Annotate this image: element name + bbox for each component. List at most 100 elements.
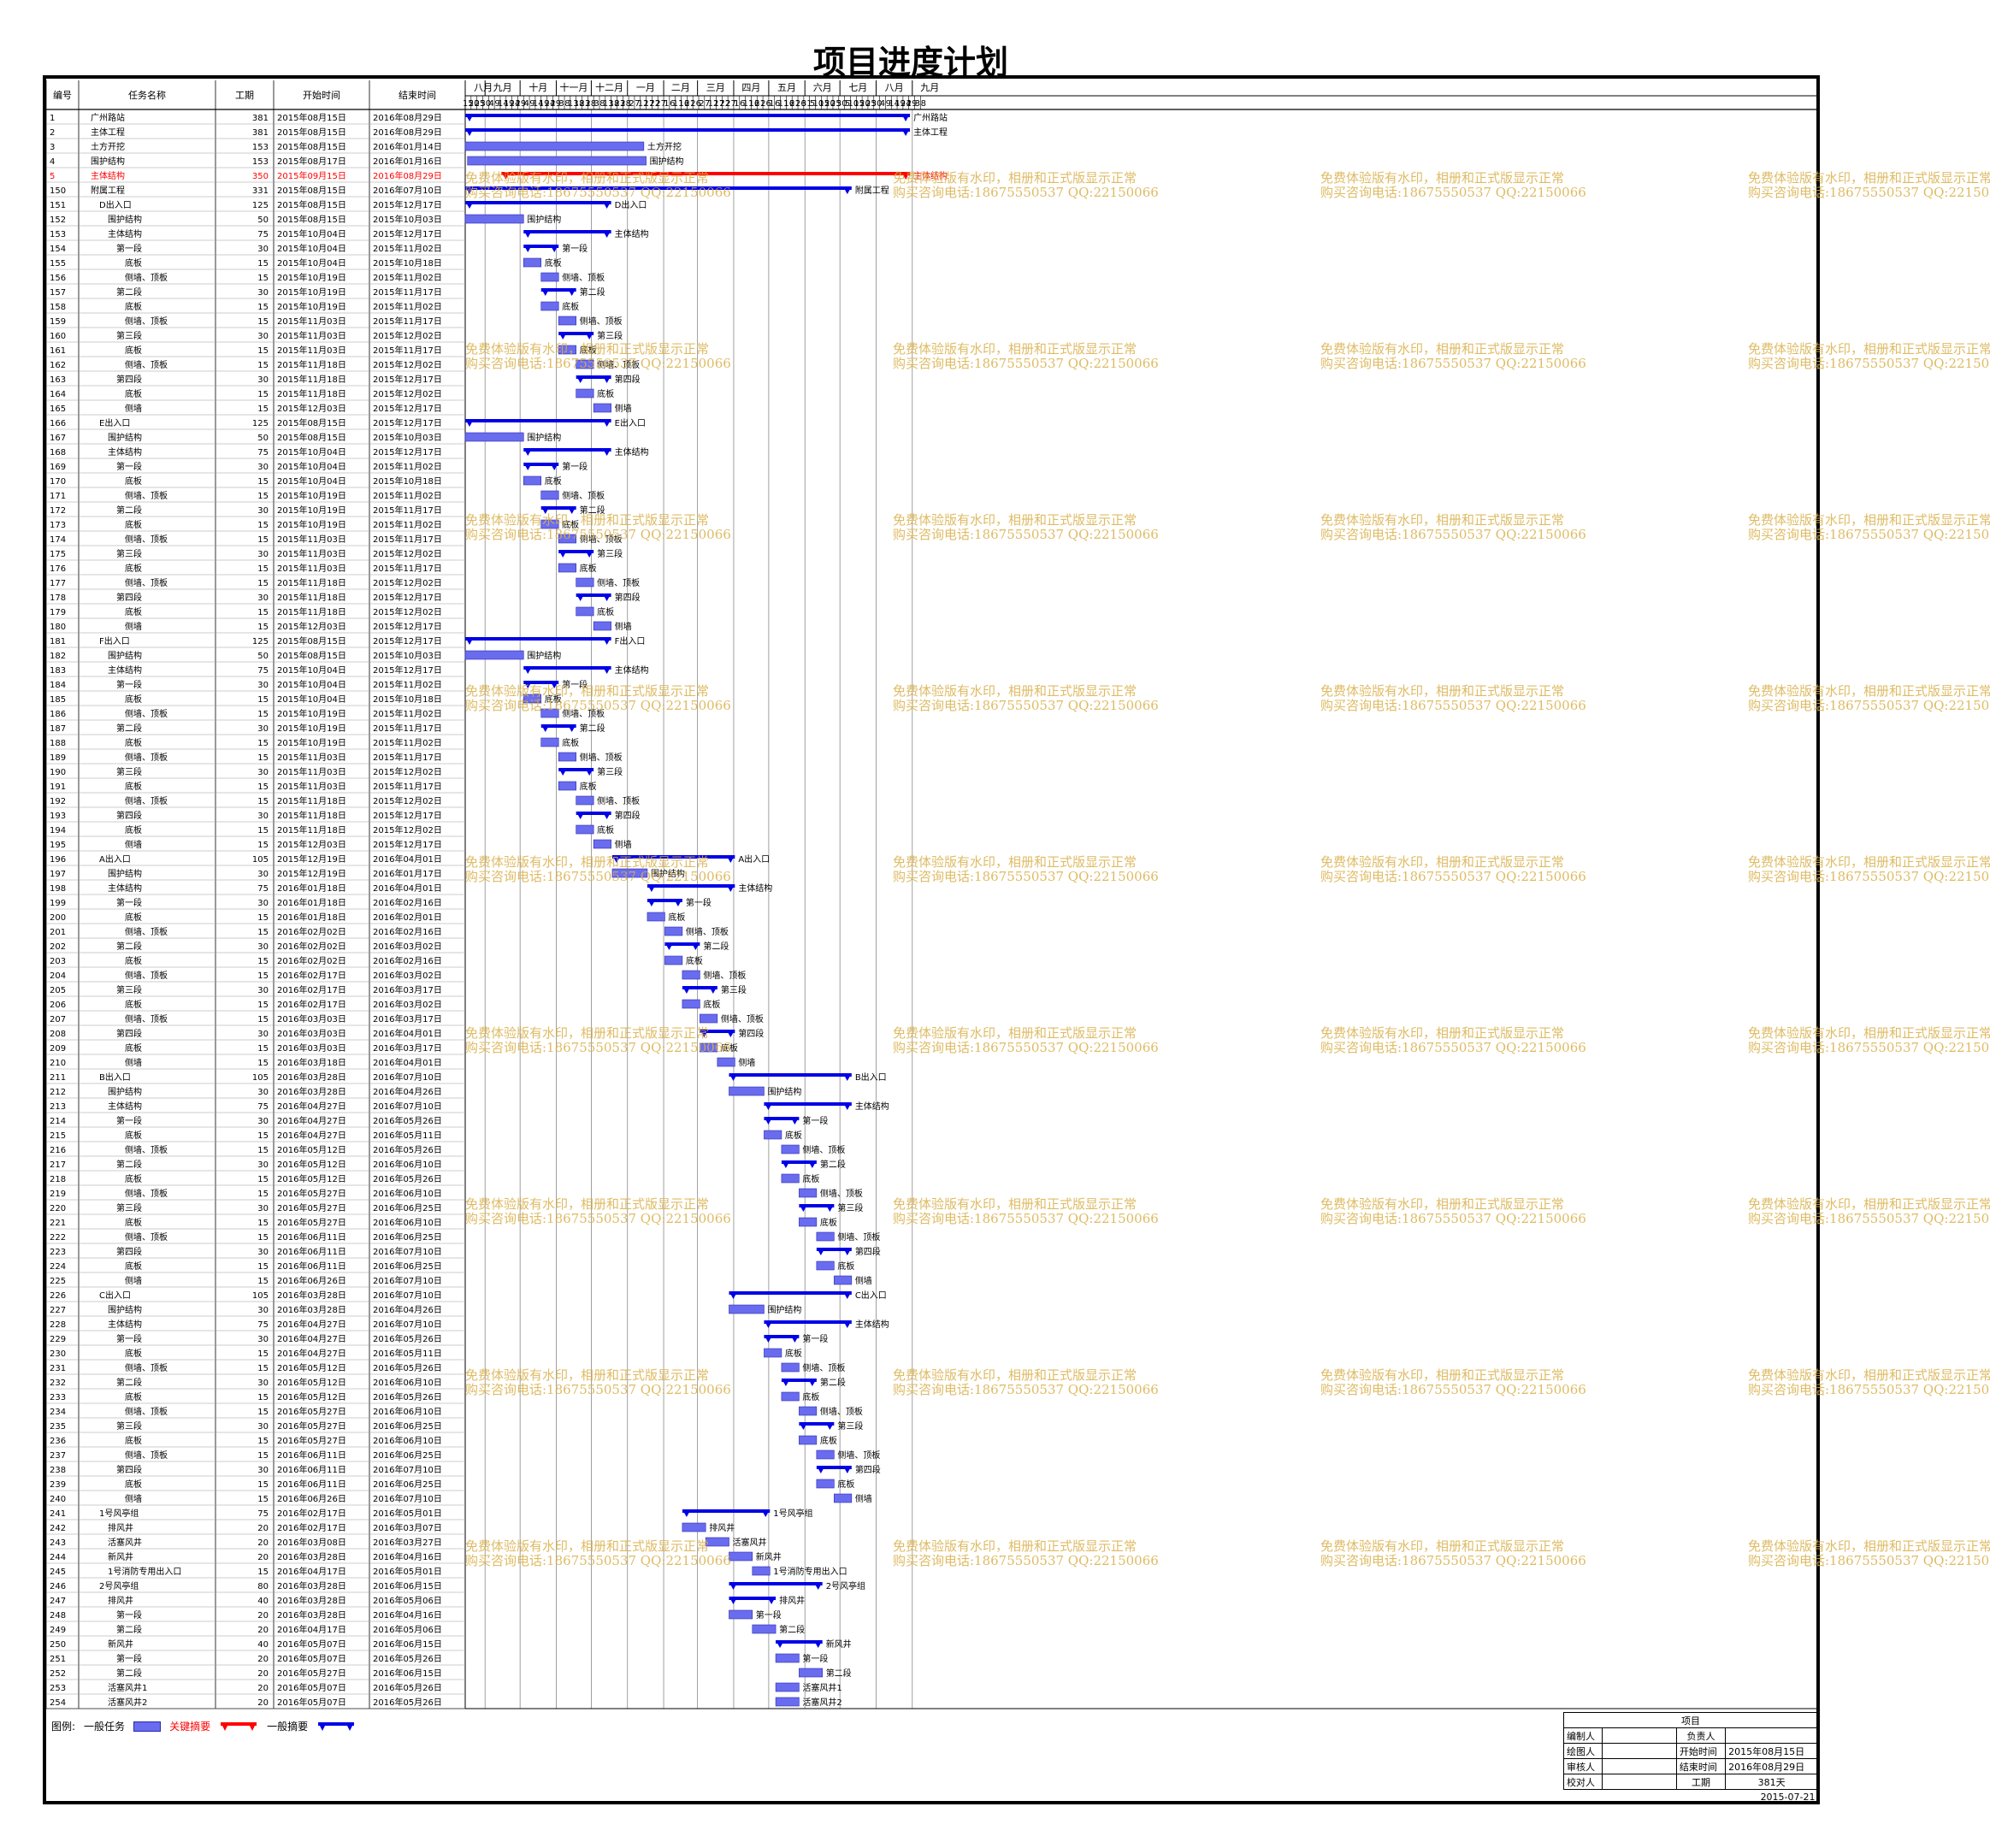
task-start: 2016年03月28日	[277, 1609, 346, 1621]
tb-label: 开始时间	[1675, 1743, 1727, 1759]
task-end: 2015年11月17日	[373, 752, 442, 763]
tb-label: 校对人	[1563, 1774, 1603, 1790]
task-end: 2015年12月17日	[373, 621, 442, 632]
task-start: 2016年05月12日	[277, 1159, 346, 1170]
month-label: 一月	[636, 82, 655, 93]
summary-bar	[465, 201, 611, 204]
bar-label: 主体结构	[855, 1319, 889, 1330]
day-label: 21	[789, 99, 800, 109]
bar-label: 底板	[703, 999, 720, 1010]
bar-label: 底板	[580, 563, 597, 574]
task-duration: 15	[257, 841, 269, 850]
task-end: 2016年07月10日	[373, 1101, 442, 1112]
task-id: 168	[50, 448, 66, 458]
bar-label: 2号风亭组	[826, 1580, 865, 1591]
task-start: 2015年10月19日	[277, 737, 346, 748]
task-start: 2016年02月17日	[277, 970, 346, 981]
task-end: 2016年05月06日	[373, 1595, 442, 1606]
task-duration: 80	[257, 1582, 269, 1591]
tb-value: 381天	[1725, 1774, 1818, 1790]
task-end: 2016年03月27日	[373, 1537, 442, 1548]
task-name: 活塞风井2	[108, 1697, 147, 1708]
task-id: 233	[50, 1393, 66, 1402]
bar-label: 底板	[562, 519, 579, 530]
task-start: 2015年10月04日	[277, 257, 346, 269]
summary-start-marker	[523, 230, 533, 238]
task-bar	[540, 301, 559, 311]
task-duration: 15	[257, 913, 269, 923]
bar-label: 第二段	[820, 1377, 846, 1388]
task-duration: 20	[257, 1524, 269, 1533]
task-end: 2016年05月11日	[373, 1348, 442, 1359]
task-name: 侧墙、顶板	[125, 1449, 168, 1461]
task-duration: 30	[257, 1248, 269, 1257]
task-name: 排风井	[108, 1522, 133, 1533]
day-label: 26	[795, 99, 806, 109]
day-label: 19	[895, 99, 906, 109]
day-label: 7	[705, 99, 710, 109]
task-start: 2016年05月07日	[277, 1682, 346, 1693]
summary-end-marker	[602, 201, 611, 209]
task-end: 2016年06月10日	[373, 1217, 442, 1228]
bar-label: 底板	[837, 1479, 854, 1490]
task-bar	[664, 926, 683, 936]
task-bar	[700, 1013, 718, 1024]
task-start: 2015年10月19日	[277, 519, 346, 530]
task-duration: 20	[257, 1626, 269, 1635]
task-start: 2016年03月28日	[277, 1551, 346, 1562]
task-bar	[729, 1304, 765, 1314]
tb-blank	[1601, 1758, 1677, 1774]
bar-label: 排风井	[709, 1522, 735, 1533]
task-name: D出入口	[99, 199, 132, 210]
task-start: 2015年10月19日	[277, 301, 346, 312]
task-duration: 15	[257, 797, 269, 806]
task-name: 围护结构	[108, 868, 142, 879]
task-id: 205	[50, 986, 66, 995]
bar-label: 活塞风井	[732, 1537, 766, 1548]
task-id: 150	[50, 186, 66, 196]
tb-label: 结束时间	[1675, 1758, 1727, 1774]
summary-start-marker	[816, 1466, 825, 1473]
legend-prefix: 图例:	[51, 1721, 76, 1733]
month-label: 九月	[493, 82, 512, 93]
task-end: 2015年11月17日	[373, 345, 442, 356]
column-header: 结束时间	[399, 90, 436, 101]
task-name: 第一段	[116, 679, 142, 690]
summary-start-marker	[764, 1320, 773, 1328]
summary-end-marker	[842, 1291, 852, 1299]
task-end: 2016年08月29日	[373, 112, 442, 123]
task-end: 2015年11月02日	[373, 461, 442, 472]
day-label: 6	[775, 99, 780, 109]
bar-label: 侧墙、顶板	[837, 1449, 880, 1461]
task-duration: 30	[257, 1088, 269, 1097]
task-bar	[816, 1479, 835, 1489]
task-id: 196	[50, 855, 66, 865]
tb-blank	[1601, 1743, 1677, 1759]
task-start: 2016年04月27日	[277, 1319, 346, 1330]
task-id: 186	[50, 710, 66, 719]
task-start: 2015年11月18日	[277, 592, 346, 603]
task-name: 围护结构	[108, 1304, 142, 1315]
task-name: 第三段	[116, 1420, 142, 1432]
bar-label: D出入口	[615, 199, 647, 210]
task-duration: 30	[257, 870, 269, 879]
task-end: 2015年10月18日	[373, 475, 442, 487]
task-end: 2016年05月26日	[373, 1362, 442, 1373]
bar-label: 底板	[802, 1391, 819, 1402]
day-label: 14	[533, 99, 544, 109]
task-id: 230	[50, 1349, 66, 1359]
task-id: 180	[50, 623, 66, 632]
bar-label: 第二段	[703, 941, 729, 952]
column-header: 编号	[53, 89, 72, 101]
bar-label: 围护结构	[527, 432, 561, 443]
task-end: 2016年01月14日	[373, 141, 442, 152]
task-duration: 15	[257, 1349, 269, 1359]
task-end: 2015年11月17日	[373, 534, 442, 545]
task-bar	[576, 606, 594, 617]
task-end: 2016年06月25日	[373, 1231, 442, 1243]
task-id: 2	[50, 128, 55, 138]
task-name: 围护结构	[108, 650, 142, 661]
task-start: 2016年03月28日	[277, 1304, 346, 1315]
task-end: 2015年12月02日	[373, 577, 442, 588]
task-start: 2016年06月11日	[277, 1261, 346, 1272]
